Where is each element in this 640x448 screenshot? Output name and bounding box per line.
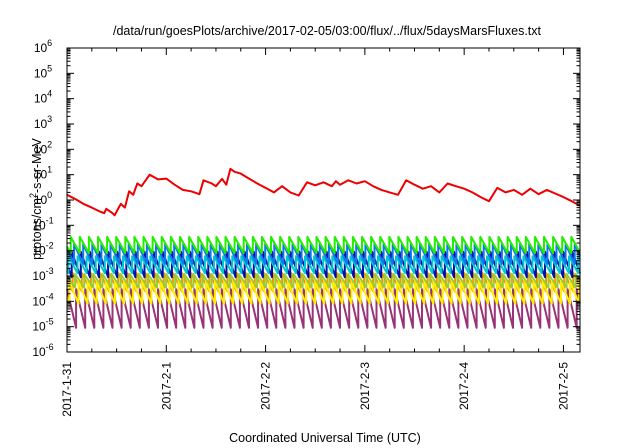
chart-title: /data/run/goesPlots/archive/2017-02-05/0… <box>113 24 542 38</box>
y-axis: 10-6 10-5 10-4 10-3 10-2 10-1 100 101 102 103 104 1… <box>32 38 580 359</box>
x-tick-label-2: 2017-2-2 <box>259 362 273 410</box>
series-line-ffee00 <box>66 280 581 305</box>
series-line-00c8cc <box>66 255 581 275</box>
y-tick-label-1: 10-5 <box>32 317 53 334</box>
y-tick-label-3: 10-3 <box>32 266 53 283</box>
y-tick-label-10: 104 <box>34 89 52 106</box>
y-tick-label-2: 10-4 <box>32 291 53 308</box>
x-tick-label-3: 2017-2-3 <box>358 362 372 410</box>
x-axis: 2017-1-31 2017-2-1 2017-2-2 2017-2-3 2017-2-… <box>60 48 570 417</box>
y-tick-label-5: 10-1 <box>32 215 53 232</box>
x-axis-label: Coordinated Universal Time (UTC) <box>229 431 421 445</box>
x-tick-label-1: 2017-2-1 <box>159 362 173 410</box>
y-tick-label-6: 100 <box>34 190 52 207</box>
x-tick-label-5: 2017-2-5 <box>556 362 570 410</box>
y-tick-label-4: 10-2 <box>32 241 53 258</box>
series-line-22ee00 <box>66 235 581 255</box>
series-layer <box>66 167 581 329</box>
y-tick-label-11: 105 <box>34 63 52 80</box>
x-tick-label-0: 2017-1-31 <box>60 362 74 417</box>
y-tick-label-0: 10-6 <box>32 342 53 359</box>
y-tick-label-9: 103 <box>34 114 52 131</box>
series-line-99cc33 <box>66 273 581 289</box>
series-line-ee0000 <box>66 167 581 217</box>
y-tick-label-8: 102 <box>34 139 52 156</box>
x-tick-label-4: 2017-2-4 <box>457 362 471 410</box>
y-tick-label-7: 101 <box>34 165 52 182</box>
y-tick-label-12: 106 <box>34 38 52 55</box>
y-axis-label: protons/cm2-s-sr-MeV <box>28 137 44 259</box>
